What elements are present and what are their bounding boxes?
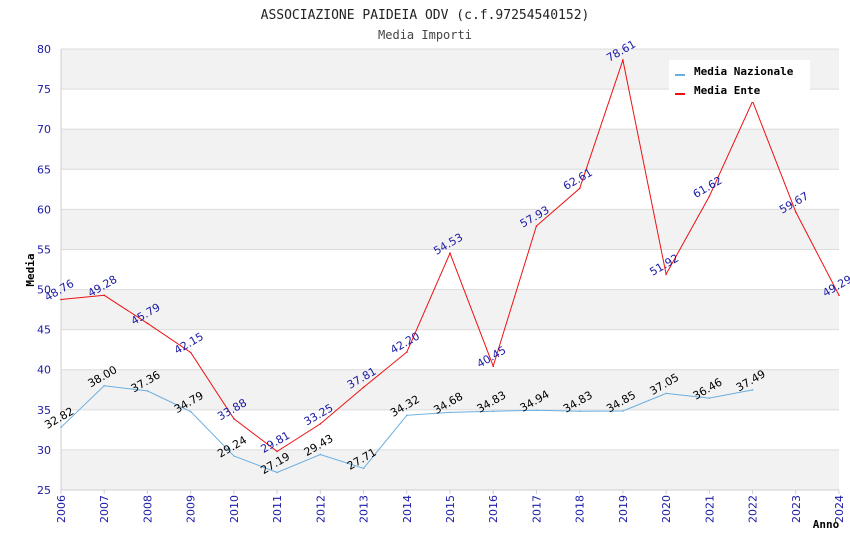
data-point-media-nazionale [578, 410, 581, 412]
x-tick-label: 2020 [660, 495, 673, 523]
series-lines [60, 58, 840, 474]
background-bands [61, 49, 839, 490]
data-label-media-ente: 42.20 [388, 330, 422, 357]
background-band [61, 129, 839, 170]
x-tick-labels: 2006 2007 2008 2009 2010 2011 2012 2013 2014 2015… [55, 495, 846, 523]
x-tick-label: 2024 [833, 495, 846, 523]
y-tick-label: 80 [37, 43, 51, 56]
x-tick-label: 2019 [617, 495, 630, 523]
background-band [61, 449, 839, 490]
y-tick-label: 65 [37, 163, 51, 176]
data-point-media-ente [708, 195, 711, 198]
y-tick-labels: 25 30 35 40 45 50 55 60 65 70 75 80 [37, 43, 51, 497]
x-axis-label: Anno [813, 518, 840, 531]
data-point-media-ente [103, 294, 106, 297]
legend-label-media-ente: Media Ente [694, 84, 761, 97]
data-point-media-nazionale [535, 409, 538, 412]
data-label-media-ente: 40.45 [475, 344, 509, 371]
x-tick-label: 2016 [487, 495, 500, 523]
x-tick-label: 2006 [55, 495, 68, 523]
data-label-media-ente: 51.92 [647, 252, 681, 279]
data-label-media-ente: 42.15 [172, 330, 206, 357]
data-point-media-nazionale [405, 414, 408, 417]
y-tick-label: 30 [37, 444, 51, 457]
x-tick-label: 2010 [228, 495, 241, 523]
x-tick-label: 2022 [747, 495, 760, 523]
data-point-media-nazionale [362, 467, 365, 470]
data-point-media-nazionale [492, 410, 495, 412]
axes [60, 49, 840, 494]
y-tick-label: 45 [37, 324, 51, 337]
data-point-media-ente [665, 273, 667, 275]
data-point-media-nazionale [319, 453, 322, 456]
gridlines [61, 48, 839, 491]
x-tick-label: 2009 [185, 495, 198, 523]
y-tick-label: 25 [37, 484, 51, 497]
background-band [61, 289, 839, 330]
data-point-media-nazionale [146, 390, 149, 392]
background-band [61, 369, 839, 410]
y-axis-label: Media [24, 253, 37, 286]
data-point-media-nazionale [622, 410, 624, 412]
data-point-media-ente [622, 59, 624, 61]
data-point-media-nazionale [276, 471, 278, 474]
data-point-media-nazionale [665, 392, 667, 395]
data-point-media-ente [233, 417, 235, 420]
x-tick-label: 2014 [401, 495, 414, 523]
data-point-media-ente [578, 187, 581, 190]
data-point-media-nazionale [751, 389, 754, 391]
data-point-media-nazionale [233, 455, 235, 457]
data-label-media-ente: 62.61 [561, 166, 595, 193]
y-tick-label: 40 [37, 364, 51, 377]
data-point-media-ente [794, 211, 797, 213]
x-tick-label: 2008 [141, 495, 154, 523]
x-tick-label: 2013 [358, 495, 371, 523]
legend: Media Nazionale Media Ente [669, 60, 810, 102]
data-point-media-ente [319, 423, 322, 425]
legend-box [669, 60, 810, 102]
y-tick-label: 55 [37, 243, 51, 256]
data-point-media-ente [492, 365, 495, 367]
y-tick-label: 35 [37, 404, 51, 417]
data-point-media-ente [449, 252, 451, 255]
legend-label-media-nazionale: Media Nazionale [694, 65, 794, 78]
data-point-media-ente [60, 298, 62, 301]
x-tick-label: 2018 [574, 495, 587, 523]
data-point-media-nazionale [449, 411, 451, 414]
data-point-media-ente [189, 351, 192, 354]
x-tick-label: 2017 [530, 495, 543, 523]
data-point-media-ente [146, 322, 149, 325]
data-point-media-nazionale [708, 397, 711, 399]
data-point-media-ente [362, 386, 365, 389]
y-tick-label: 60 [37, 203, 51, 216]
background-band [61, 209, 839, 250]
chart-title: ASSOCIAZIONE PAIDEIA ODV (c.f.9725454015… [261, 8, 590, 23]
data-point-media-nazionale [103, 384, 106, 387]
x-tick-label: 2015 [444, 495, 457, 523]
data-point-media-ente [838, 294, 840, 297]
x-tick-label: 2012 [314, 495, 327, 523]
data-label-media-ente: 61.62 [691, 174, 725, 201]
data-point-media-ente [535, 225, 538, 227]
chart-subtitle: Media Importi [378, 28, 472, 42]
x-tick-label: 2023 [790, 495, 803, 523]
y-tick-label: 50 [37, 284, 51, 297]
y-tick-label: 75 [37, 83, 51, 96]
data-point-media-nazionale [60, 426, 62, 429]
x-tick-label: 2021 [703, 495, 716, 523]
data-point-media-nazionale [189, 410, 192, 413]
data-point-media-ente [276, 450, 278, 453]
x-tick-label: 2011 [271, 495, 284, 523]
x-tick-label: 2007 [98, 495, 111, 523]
y-tick-label: 70 [37, 123, 51, 136]
data-point-media-ente [405, 351, 408, 353]
